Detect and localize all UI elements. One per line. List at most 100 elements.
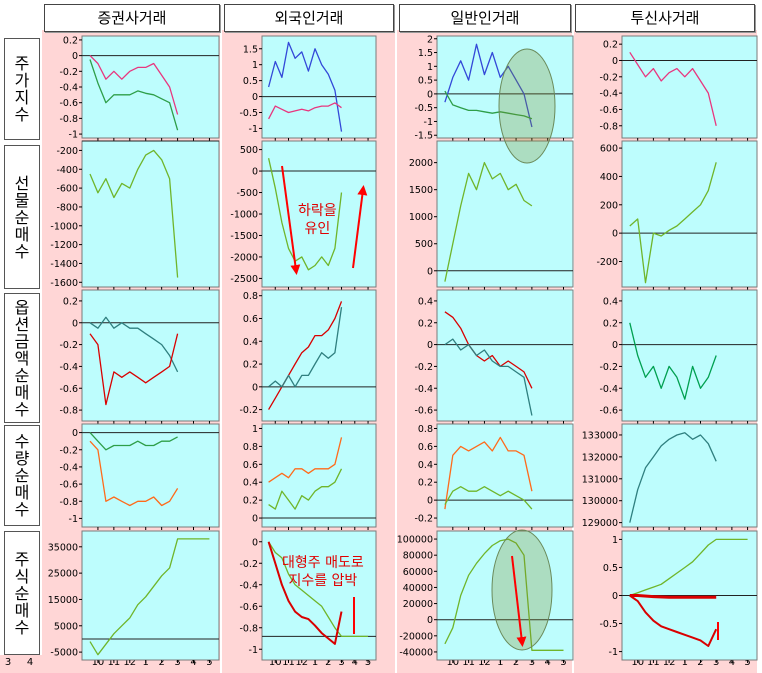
y-tick-label: -0.6 [239, 602, 258, 613]
y-tick-label: 2 [427, 34, 433, 45]
panel-background [81, 530, 220, 661]
y-tick-label: 0 [252, 514, 258, 525]
panel-background [81, 423, 220, 528]
y-tick-label: 0.4 [418, 296, 433, 307]
panel-background [261, 530, 377, 661]
y-tick-label: -1 [249, 645, 258, 656]
row-label-char: 수 [14, 399, 30, 419]
y-tick-label: 0 [72, 318, 78, 329]
panel-background [261, 289, 377, 422]
panel-background [81, 35, 220, 139]
outer-x-tick-label: 3 [5, 657, 11, 668]
y-tick-label: 400 [600, 172, 618, 183]
y-tick-label: 1 [252, 60, 258, 71]
y-tick-label: -0.2 [59, 67, 78, 78]
y-tick-label: 25000 [48, 569, 78, 580]
series-line-pink [268, 102, 342, 120]
series-line-olive [268, 468, 343, 510]
y-tick-label: 15000 [48, 595, 78, 606]
panel-foreign-quantity: 1 0.8 0.6 0.4 0.2 0 [243, 423, 377, 530]
y-tick-label: 0.5 [603, 563, 618, 574]
series-line-blue [444, 43, 533, 128]
series-line-olive [89, 149, 179, 278]
y-tick-label: -0.4 [59, 83, 78, 94]
row-label-char: 매 [14, 224, 30, 244]
column-header-brokerage: 증권사거래 [44, 4, 220, 32]
y-tick-label: -1600 [50, 278, 78, 289]
y-tick-label: -200 [56, 146, 78, 157]
panel-individual-option: 0.4 0.2 0 -0.2 -0.4 -0.6 [414, 289, 574, 424]
y-tick-label: 0 [612, 340, 618, 351]
y-tick-label: 1 [252, 424, 258, 435]
row-label-char: 옵 [14, 297, 30, 317]
y-tick-label: -600 [56, 184, 78, 195]
y-tick-label: 0 [612, 229, 618, 240]
highlight-ellipse-index [498, 48, 556, 164]
y-tick-label: 132000 [582, 452, 618, 463]
row-label-char: 금 [14, 331, 30, 351]
y-tick-label: 0 [72, 51, 78, 62]
annotation-foreign-futures-line-2: 유인 [304, 221, 331, 237]
y-tick-label: 0.2 [63, 296, 78, 307]
y-tick-label: 200 [600, 200, 618, 211]
y-tick-label: 0.5 [243, 76, 258, 87]
y-tick-label: -0.6 [59, 480, 78, 491]
y-tick-label: 0.6 [418, 442, 433, 453]
annotation-foreign-stock: 대형주 매도로 지수를 압박 [282, 554, 364, 590]
y-tick-label: 0 [612, 591, 618, 602]
annotation-foreign-stock-line-2: 지수를 압박 [288, 573, 358, 589]
series-line-olive [444, 538, 564, 651]
y-tick-label: -0.6 [414, 406, 433, 417]
column-header-investment-trust: 투신사거래 [575, 4, 755, 32]
row-label-char: 순 [14, 207, 30, 227]
y-tick-label: -1.5 [414, 131, 433, 142]
panel-trust-option: 0.4 0.2 0 -0.2 -0.4 -0.6 [599, 289, 758, 424]
series-line-red [629, 594, 718, 647]
row-label-char: 가 [14, 71, 30, 90]
series-line-olive [267, 158, 343, 271]
row-label-char: 물 [14, 190, 30, 210]
row-label-char: 수 [14, 617, 30, 637]
y-tick-label: -40000 [399, 647, 433, 658]
panel-brokerage-quantity: 0 -0.2 -0.4 -0.6 -0.8 -1 [59, 423, 220, 530]
row-label-char: 액 [14, 348, 30, 368]
series-line-olive [629, 162, 717, 284]
series-line-olive [444, 161, 533, 282]
y-tick-label: 0 [427, 89, 433, 100]
y-tick-label: -0.6 [599, 105, 618, 116]
y-tick-label: 1.5 [243, 44, 258, 55]
y-tick-label: 129000 [582, 518, 618, 529]
panel-background [621, 35, 758, 139]
y-tick-label: -0.5 [414, 103, 433, 114]
y-tick-label: 20000 [403, 599, 433, 610]
panel-brokerage-futures: -200 -400 -600 -800 -1000 -1200 -1400 -1600 [50, 140, 220, 290]
arrow-futures-up [352, 185, 368, 269]
y-tick-label: -0.2 [414, 514, 433, 525]
y-tick-label: -0.2 [599, 72, 618, 83]
series-line-olive [268, 541, 368, 638]
y-tick-label: 0.2 [63, 35, 78, 46]
panel-foreign-index: 1.5 1 0.5 0 -0.5 -1 [239, 35, 377, 141]
panel-background [261, 35, 377, 139]
y-tick-label: 500 [415, 239, 433, 250]
y-tick-label: -0.8 [59, 406, 78, 417]
y-tick-label: 0 [427, 496, 433, 507]
y-tick-label: 40000 [403, 583, 433, 594]
y-tick-label: -1200 [50, 240, 78, 251]
panel-brokerage-index: 0.2 0 -0.2 -0.4 -0.6 -0.8 -1 [59, 35, 220, 141]
panel-background [81, 289, 220, 422]
panel-foreign-stock: 0 -0.2 -0.4 -0.6 -0.8 -1 [239, 530, 377, 663]
y-tick-label: 100000 [397, 535, 433, 546]
y-tick-label: -0.8 [59, 114, 78, 125]
panel-background [436, 140, 574, 288]
y-tick-label: 0.2 [418, 478, 433, 489]
y-tick-label: -0.6 [59, 98, 78, 109]
panel-individual-index: 2 1.5 1 0.5 0 -0.5 -1 -1.5 [414, 34, 574, 142]
y-tick-label: -2000 [230, 252, 258, 263]
y-tick-label: 1500 [409, 185, 433, 196]
arrow-futures-down [281, 165, 301, 275]
left-strip [0, 655, 42, 673]
